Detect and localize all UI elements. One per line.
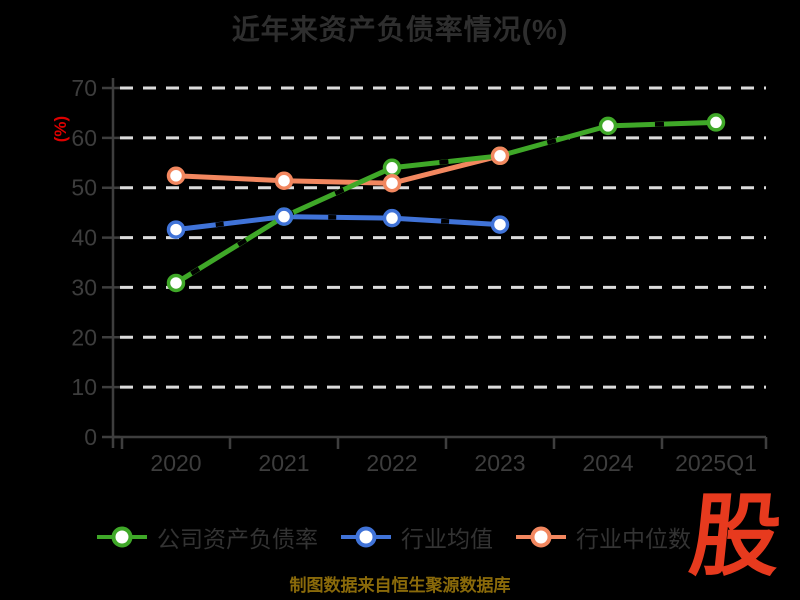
y-tick-label: 20: [71, 324, 97, 350]
data-point-marker: [382, 173, 402, 193]
legend-item-industry-mean[interactable]: 行业均值: [340, 520, 493, 554]
line-dash-artifact: [175, 214, 501, 232]
y-tick-label: 70: [71, 75, 97, 101]
series-line: [173, 119, 719, 286]
legend-line-marker-icon: [97, 526, 147, 548]
line-dash-artifact: [174, 120, 717, 285]
x-tick-label: 2020: [150, 450, 201, 476]
legend-circle-marker: [530, 526, 552, 548]
legend-item-label: 行业均值: [401, 526, 493, 552]
data-point-marker: [490, 146, 510, 166]
x-tick-label: 2021: [258, 450, 309, 476]
legend-line-marker-icon: [516, 526, 566, 548]
legend-item-company-ratio[interactable]: 公司资产负债率: [96, 520, 318, 554]
source-caption: 制图数据来自恒生聚源数据库: [289, 576, 511, 595]
x-tick-label: 2023: [474, 450, 525, 476]
data-point-marker: [382, 158, 402, 178]
series-line: [173, 153, 503, 186]
chart-legend: 公司资产负债率 行业均值 行业中位数: [96, 519, 691, 555]
y-tick-label: 30: [71, 274, 97, 300]
x-tick-label: 2024: [582, 450, 633, 476]
y-tick-label: 10: [71, 374, 97, 400]
data-point-marker: [274, 207, 294, 226]
x-tick-label: 2025Q1: [675, 450, 757, 476]
y-tick-label: 0: [84, 424, 97, 450]
y-tick-label: 40: [71, 225, 97, 251]
series-line: [173, 214, 503, 233]
legend-circle-marker: [111, 526, 133, 548]
data-point-marker: [166, 166, 186, 185]
data-point-marker: [166, 220, 186, 239]
data-point-marker: [598, 116, 618, 136]
brand-logo: 股: [685, 487, 786, 587]
y-tick-label: 50: [71, 175, 97, 201]
data-point-marker: [274, 171, 294, 190]
y-tick-label: 60: [71, 125, 97, 151]
legend-line-marker-icon: [341, 526, 391, 548]
x-tick-label: 2022: [366, 450, 417, 476]
legend-item-industry-median[interactable]: 行业中位数: [515, 520, 691, 554]
data-point-marker: [706, 113, 726, 132]
data-point-marker: [490, 215, 510, 234]
data-point-marker: [166, 273, 186, 293]
legend-item-label: 行业中位数: [576, 526, 691, 552]
legend-item-label: 公司资产负债率: [157, 526, 318, 552]
legend-circle-marker: [355, 526, 377, 548]
chart-title: 近年来资产负债率情况(%): [231, 14, 569, 45]
data-point-marker: [382, 208, 402, 228]
